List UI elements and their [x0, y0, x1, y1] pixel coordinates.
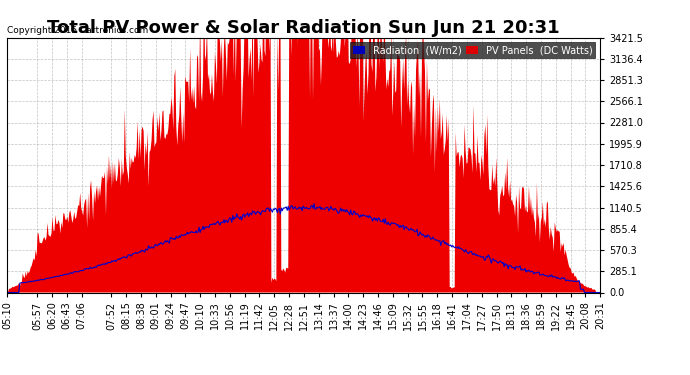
Text: Copyright 2015 Cartronics.com: Copyright 2015 Cartronics.com: [7, 26, 148, 35]
Legend: Radiation  (W/m2), PV Panels  (DC Watts): Radiation (W/m2), PV Panels (DC Watts): [351, 42, 595, 58]
Title: Total PV Power & Solar Radiation Sun Jun 21 20:31: Total PV Power & Solar Radiation Sun Jun…: [48, 20, 560, 38]
